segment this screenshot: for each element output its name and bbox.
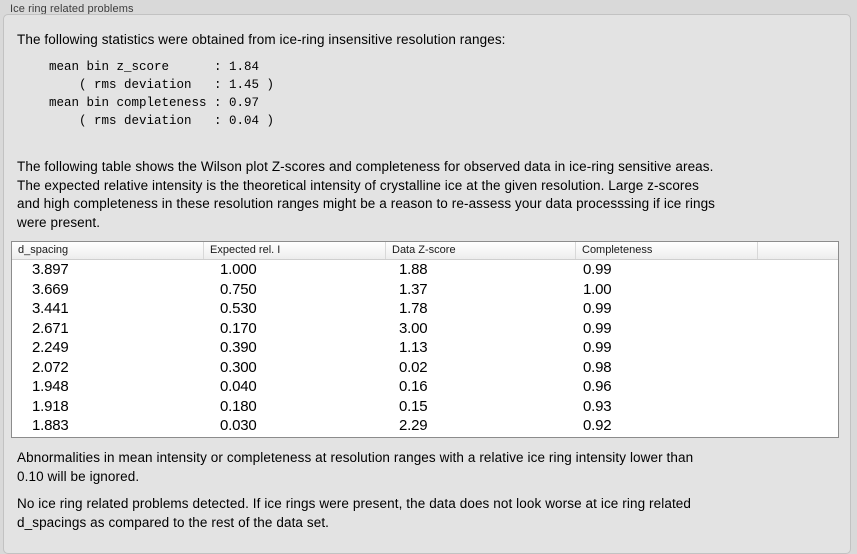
table-row[interactable]: 2.072 0.300 0.02 0.98: [12, 358, 838, 378]
table-cell: 0.99: [583, 261, 612, 278]
table-row[interactable]: 1.918 0.180 0.15 0.93: [12, 397, 838, 417]
table-header: d_spacing Expected rel. I Data Z-score Comp…: [12, 242, 838, 260]
column-header[interactable]: Completeness: [576, 242, 758, 259]
table-cell: 2.29: [399, 417, 428, 434]
table-cell: 0.16: [399, 378, 428, 395]
table-cell: 1.37: [399, 280, 428, 298]
table-cell: 3.897: [32, 261, 69, 278]
column-header-filler: [758, 242, 838, 259]
table-cell: 0.180: [220, 397, 257, 415]
table-cell: 0.040: [220, 378, 257, 395]
table-row[interactable]: 3.669 0.750 1.37 1.00: [12, 280, 838, 300]
column-header[interactable]: d_spacing: [12, 242, 204, 259]
table-cell: 0.030: [220, 417, 257, 434]
table-cell: 0.750: [220, 280, 257, 298]
table-cell: 3.669: [32, 280, 69, 298]
table-cell: 0.99: [583, 300, 612, 317]
table-cell: 0.530: [220, 300, 257, 317]
column-header[interactable]: Data Z-score: [386, 242, 576, 259]
table-cell: 3.00: [399, 319, 428, 337]
table-cell: 1.00: [583, 280, 612, 298]
table-cell: 3.441: [32, 300, 69, 317]
table-body: 3.897 1.000 1.88 0.99 3.669 0.750 1.37 1.00 3.44…: [12, 260, 838, 437]
table-cell: 0.93: [583, 397, 612, 415]
table-cell: 1.883: [32, 417, 69, 434]
table-cell: 1.918: [32, 397, 69, 415]
table-cell: 1.000: [220, 261, 257, 278]
section-title: Ice ring related problems: [10, 3, 134, 15]
conclusion-text: No ice ring related problems detected. I…: [17, 496, 692, 530]
table-cell: 0.02: [399, 358, 428, 376]
table-cell: 2.249: [32, 339, 69, 356]
table-cell: 0.390: [220, 339, 257, 356]
table-cell: 0.99: [583, 339, 612, 356]
table-cell: 0.170: [220, 319, 257, 337]
table-cell: 2.072: [32, 358, 69, 376]
table-row[interactable]: 3.897 1.000 1.88 0.99: [12, 260, 838, 280]
ice-ring-table: d_spacing Expected rel. I Data Z-score Comp…: [11, 241, 839, 438]
table-cell: 1.78: [399, 300, 428, 317]
table-cell: 1.13: [399, 339, 428, 356]
table-description: The following table shows the Wilson plo…: [17, 159, 716, 230]
table-cell: 0.300: [220, 358, 257, 376]
table-row[interactable]: 2.249 0.390 1.13 0.99: [12, 338, 838, 358]
table-cell: 0.99: [583, 319, 612, 337]
table-cell: 1.948: [32, 378, 69, 395]
table-row[interactable]: 2.671 0.170 3.00 0.99: [12, 319, 838, 339]
table-cell: 0.98: [583, 358, 612, 376]
column-header[interactable]: Expected rel. I: [204, 242, 386, 259]
table-row[interactable]: 1.948 0.040 0.16 0.96: [12, 377, 838, 397]
table-cell: 0.15: [399, 397, 428, 415]
stats-block: mean bin z_score : 1.84 ( rms deviation …: [49, 60, 275, 128]
ice-ring-groupbox: The following statistics were obtained f…: [3, 14, 851, 554]
ignore-note: Abnormalities in mean intensity or compl…: [17, 450, 694, 484]
table-cell: 2.671: [32, 319, 69, 337]
table-row[interactable]: 3.441 0.530 1.78 0.99: [12, 299, 838, 319]
table-row[interactable]: 1.883 0.030 2.29 0.92: [12, 416, 838, 436]
table-cell: 0.96: [583, 378, 612, 395]
intro-text: The following statistics were obtained f…: [17, 32, 506, 47]
table-cell: 0.92: [583, 417, 612, 434]
table-cell: 1.88: [399, 261, 428, 278]
